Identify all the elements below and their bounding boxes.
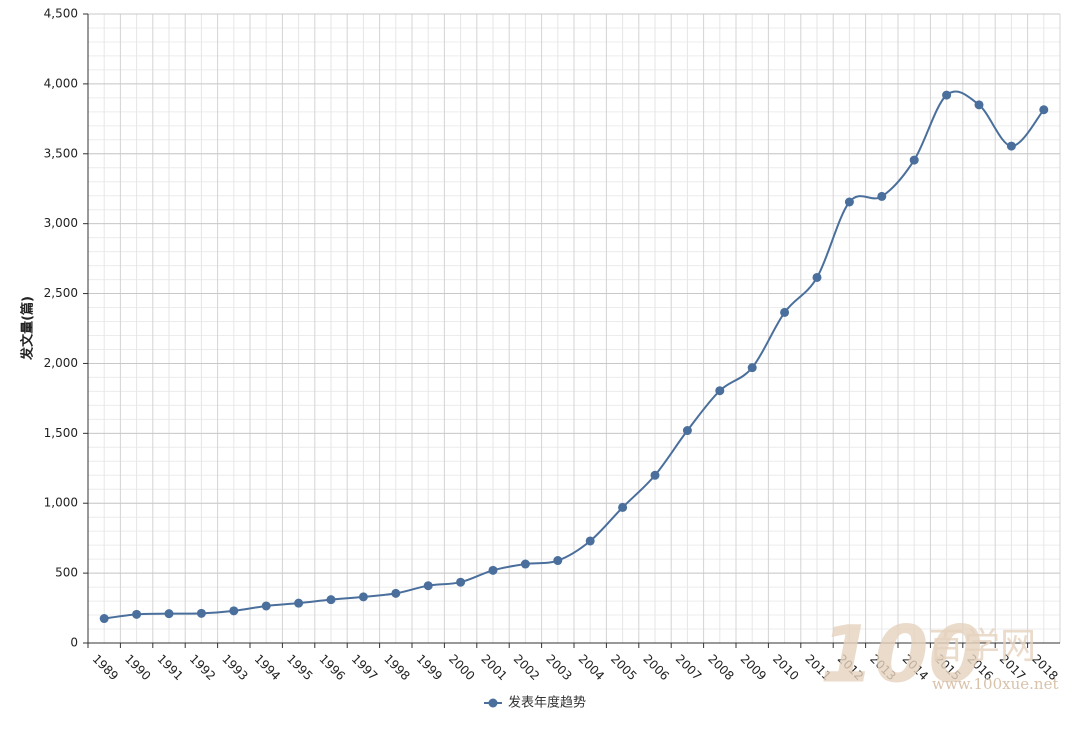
data-point bbox=[164, 609, 174, 619]
data-point bbox=[747, 363, 757, 373]
x-tick-label: 2001 bbox=[478, 652, 509, 683]
x-tick-label: 1999 bbox=[414, 652, 445, 683]
data-point bbox=[812, 272, 822, 282]
x-tick-label: 1991 bbox=[154, 652, 185, 683]
data-point bbox=[488, 565, 498, 575]
data-point bbox=[423, 581, 433, 591]
data-point bbox=[942, 90, 952, 100]
x-tick-label: 2006 bbox=[640, 652, 671, 683]
x-tick-label: 2008 bbox=[705, 652, 736, 683]
x-tick-label: 2003 bbox=[543, 652, 574, 683]
data-point bbox=[682, 426, 692, 436]
data-point bbox=[650, 470, 660, 480]
data-point bbox=[132, 609, 142, 619]
x-tick-label: 2010 bbox=[770, 652, 801, 683]
data-point bbox=[780, 307, 790, 317]
watermark: 百学网 bbox=[928, 626, 1036, 667]
x-tick-label: 1995 bbox=[284, 652, 315, 683]
data-point bbox=[391, 588, 401, 598]
y-axis-label: 发文量(篇) bbox=[20, 296, 36, 361]
x-tick-label: 1994 bbox=[252, 652, 283, 683]
data-point bbox=[715, 386, 725, 396]
y-tick-label: 2,500 bbox=[44, 286, 78, 300]
data-point bbox=[196, 608, 206, 618]
y-tick-label: 1,000 bbox=[44, 496, 78, 510]
x-tick-label: 2007 bbox=[673, 652, 704, 683]
x-tick-label: 2000 bbox=[446, 652, 477, 683]
legend-marker bbox=[488, 698, 498, 708]
x-tick-label: 2002 bbox=[511, 652, 542, 683]
y-tick-label: 4,000 bbox=[44, 76, 78, 90]
y-tick-label: 500 bbox=[55, 566, 78, 580]
data-point bbox=[99, 614, 109, 624]
x-tick-label: 1998 bbox=[381, 652, 412, 683]
watermark: 100 bbox=[820, 610, 983, 700]
x-tick-label: 2005 bbox=[608, 652, 639, 683]
y-tick-label: 4,500 bbox=[44, 7, 78, 21]
y-tick-label: 0 bbox=[70, 636, 78, 650]
x-tick-label: 1992 bbox=[187, 652, 218, 683]
y-tick-label: 3,500 bbox=[44, 146, 78, 160]
y-tick-label: 3,000 bbox=[44, 216, 78, 230]
data-point bbox=[585, 536, 595, 546]
y-tick-label: 2,000 bbox=[44, 356, 78, 370]
data-point bbox=[229, 606, 239, 616]
data-point bbox=[456, 577, 466, 587]
data-point bbox=[618, 502, 628, 512]
data-point bbox=[909, 155, 919, 165]
x-tick-label: 1997 bbox=[349, 652, 380, 683]
y-tick-label: 1,500 bbox=[44, 426, 78, 440]
data-point bbox=[1039, 105, 1049, 115]
data-point bbox=[553, 556, 563, 566]
x-tick-label: 1989 bbox=[90, 652, 121, 683]
data-point bbox=[974, 100, 984, 110]
data-point bbox=[358, 592, 368, 602]
x-tick-label: 1993 bbox=[219, 652, 250, 683]
legend-label: 发表年度趋势 bbox=[508, 695, 586, 711]
x-tick-label: 1996 bbox=[316, 652, 347, 683]
x-tick-label: 1990 bbox=[122, 652, 153, 683]
data-point bbox=[261, 601, 271, 611]
x-tick-label: 2009 bbox=[738, 652, 769, 683]
data-point bbox=[294, 598, 304, 608]
watermark: www.100xue.net bbox=[932, 675, 1058, 693]
data-point bbox=[1006, 141, 1016, 151]
data-point bbox=[877, 191, 887, 201]
x-tick-label: 2004 bbox=[576, 652, 607, 683]
data-point bbox=[844, 197, 854, 207]
data-point bbox=[326, 595, 336, 605]
data-point bbox=[520, 559, 530, 569]
